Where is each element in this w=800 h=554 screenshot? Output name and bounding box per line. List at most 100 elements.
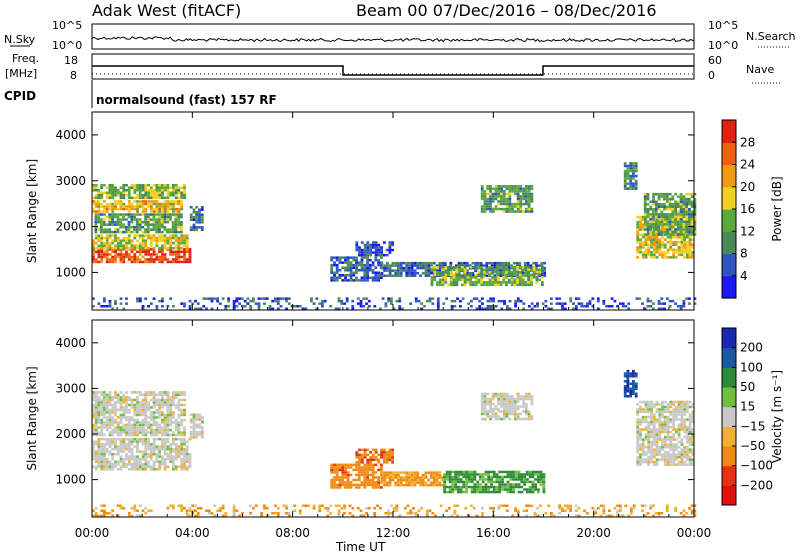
- data-cell: [196, 302, 200, 305]
- data-cell: [505, 395, 509, 398]
- data-cell: [680, 251, 684, 254]
- data-cell: [441, 483, 444, 487]
- data-cell: [141, 247, 145, 250]
- data-cell: [516, 405, 520, 408]
- data-cell: [430, 264, 433, 267]
- data-cell: [94, 514, 98, 517]
- data-cell: [388, 243, 392, 247]
- data-cell: [360, 251, 364, 254]
- data-cell: [663, 420, 667, 424]
- data-cell: [639, 460, 642, 464]
- data-cell: [647, 246, 651, 249]
- data-cell: [158, 445, 161, 448]
- data-cell: [200, 221, 204, 224]
- data-cell: [363, 246, 367, 249]
- data-cell: [163, 450, 167, 453]
- data-cell: [343, 302, 346, 305]
- data-cell: [166, 189, 170, 192]
- data-cell: [180, 213, 183, 216]
- data-cell: [386, 269, 389, 272]
- data-cell: [149, 205, 153, 208]
- data-cell: [537, 470, 540, 474]
- data-cell: [688, 241, 692, 244]
- data-cell: [461, 276, 464, 279]
- data-cell: [513, 278, 517, 282]
- data-cell: [185, 468, 189, 471]
- data-cell: [177, 255, 181, 259]
- data-cell: [185, 447, 189, 451]
- data-cell: [535, 261, 538, 265]
- data-cell: [672, 408, 675, 411]
- data-cell: [166, 416, 170, 419]
- data-cell: [315, 297, 319, 300]
- data-cell: [172, 234, 175, 237]
- data-cell: [374, 448, 378, 452]
- data-cell: [119, 468, 123, 471]
- data-cell: [569, 297, 573, 300]
- data-cell: [183, 241, 186, 245]
- data-cell: [583, 305, 586, 308]
- data-cell: [285, 297, 288, 300]
- data-cell: [481, 490, 485, 494]
- data-cell: [183, 253, 186, 256]
- data-cell: [483, 402, 487, 406]
- data-cell: [443, 480, 446, 484]
- data-cell: [388, 458, 392, 462]
- data-cell: [200, 416, 204, 419]
- data-cell: [147, 465, 150, 468]
- data-cell: [105, 223, 109, 226]
- data-cell: [114, 234, 117, 237]
- data-cell: [111, 247, 115, 250]
- freq-tick-top: 18: [64, 54, 78, 67]
- data-cell: [655, 243, 659, 246]
- data-cell: [663, 205, 666, 208]
- data-cell: [682, 195, 686, 198]
- data-cell: [658, 450, 662, 454]
- data-cell: [108, 416, 112, 419]
- data-cell: [431, 302, 435, 305]
- data-cell: [397, 269, 400, 272]
- data-cell: [688, 251, 692, 254]
- data-cell: [125, 465, 128, 468]
- data-cell: [474, 266, 478, 269]
- data-cell: [643, 208, 647, 211]
- data-cell: [693, 213, 697, 216]
- data-cell: [111, 418, 115, 422]
- data-cell: [677, 460, 681, 464]
- data-cell: [155, 236, 159, 240]
- data-cell: [676, 210, 680, 213]
- data-cell: [188, 437, 192, 441]
- data-cell: [357, 463, 361, 467]
- data-cell: [383, 476, 386, 479]
- data-cell: [138, 234, 142, 237]
- data-cell: [677, 408, 681, 411]
- data-cell: [663, 430, 667, 434]
- data-cell: [113, 220, 117, 224]
- data-cell: [158, 465, 161, 468]
- data-cell: [133, 215, 136, 219]
- data-cell: [138, 411, 142, 414]
- data-cell: [172, 200, 175, 203]
- data-cell: [502, 202, 506, 206]
- data-cell: [130, 391, 134, 394]
- data-cell: [658, 435, 662, 439]
- data-cell: [663, 256, 667, 259]
- data-cell: [485, 281, 489, 284]
- data-cell: [377, 248, 381, 252]
- data-cell: [479, 261, 483, 265]
- data-cell: [210, 297, 214, 300]
- data-cell: [141, 452, 145, 456]
- data-cell: [402, 266, 406, 270]
- data-cell: [674, 203, 677, 206]
- data-cell: [195, 416, 199, 419]
- data-cell: [335, 478, 339, 482]
- data-cell: [92, 457, 95, 461]
- data-cell: [480, 397, 484, 401]
- data-cell: [463, 276, 467, 279]
- data-cell: [685, 208, 688, 211]
- data-cell: [693, 215, 697, 219]
- data-cell: [686, 410, 689, 414]
- data-cell: [441, 278, 445, 282]
- data-cell: [108, 433, 112, 437]
- data-cell: [149, 223, 153, 226]
